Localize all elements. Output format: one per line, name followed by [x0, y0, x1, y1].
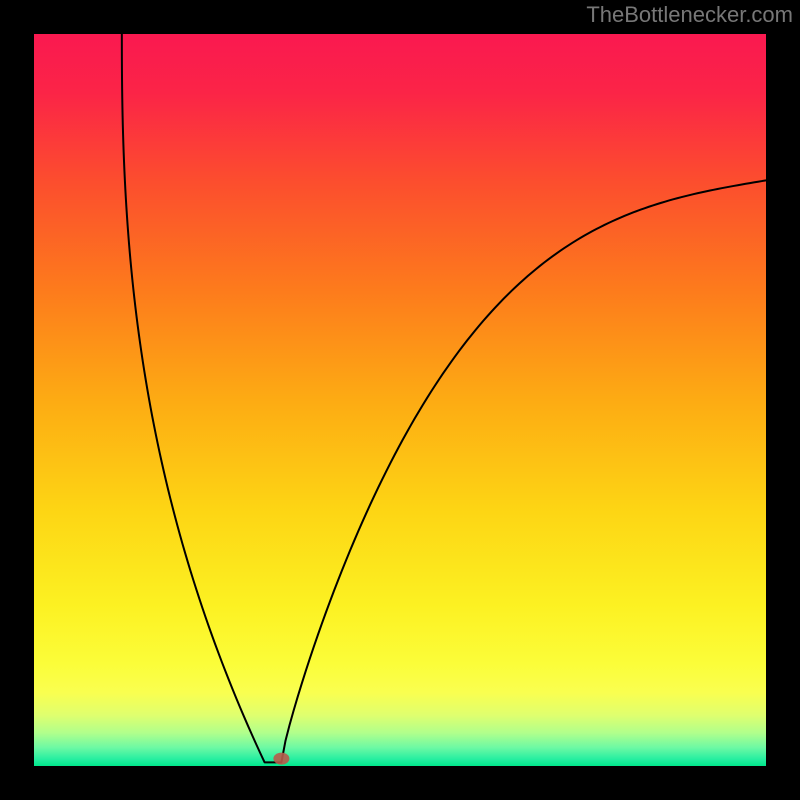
watermark-text: TheBottlenecker.com: [586, 2, 793, 27]
bottleneck-chart: TheBottlenecker.com: [0, 0, 800, 800]
plot-background: [34, 34, 766, 766]
chart-stage: TheBottlenecker.com: [0, 0, 800, 800]
current-config-marker: [273, 753, 289, 765]
